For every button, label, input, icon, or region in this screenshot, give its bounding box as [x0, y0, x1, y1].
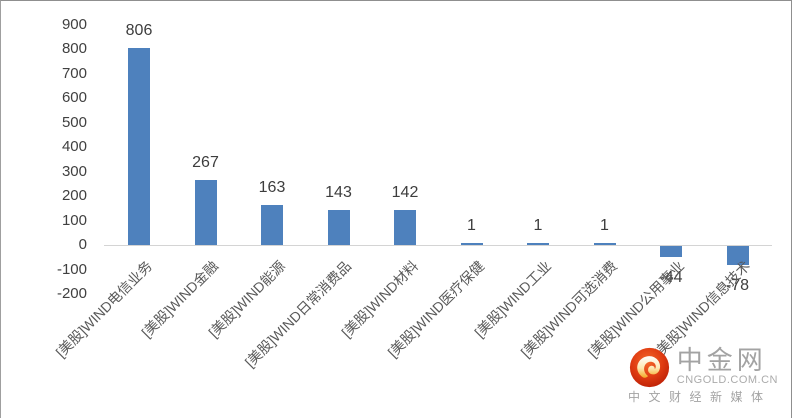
bar: [327, 209, 350, 245]
x-axis-line: [104, 245, 772, 246]
bar: [394, 210, 416, 245]
bar: [194, 179, 217, 245]
bar-data-label: 163: [258, 179, 286, 197]
bar-data-label: 1: [533, 217, 543, 234]
y-axis-tick-label: -100: [56, 260, 87, 278]
cngold-logo-icon: [629, 347, 669, 388]
y-axis-tick-label: 800: [61, 40, 87, 57]
y-axis-tick-label: 0: [78, 236, 87, 253]
bar: [593, 243, 616, 245]
y-axis-tick-label: 100: [61, 211, 87, 229]
bar: [527, 243, 549, 245]
bar-data-label: 1: [467, 217, 476, 234]
bar-data-label: 1: [600, 217, 609, 234]
bar-data-label: -78: [725, 277, 750, 295]
y-axis-tick-label: 400: [61, 138, 87, 155]
bar-data-label: 806: [125, 21, 153, 39]
y-axis-tick-label: 500: [61, 113, 87, 131]
bar: [460, 243, 483, 245]
y-axis-tick-label: 600: [61, 89, 87, 106]
bar: [261, 205, 283, 245]
y-axis-tick-label: -200: [56, 285, 87, 302]
bar-data-label: 143: [325, 183, 352, 201]
brand-domain: CNGOLD.COM.CN: [676, 374, 778, 386]
brand-name: 中金网: [676, 345, 767, 375]
bar-data-label: -44: [659, 268, 683, 286]
y-axis-tick-label: 700: [61, 64, 87, 82]
bar: [726, 246, 749, 266]
y-axis-tick-label: 900: [61, 15, 87, 33]
brand-tagline: 中文财经新媒体: [628, 390, 772, 404]
bar: [128, 47, 150, 245]
cngold-watermark: 中金网 CNGOLD.COM.CN 中文财经新媒体: [628, 347, 778, 404]
bar: [660, 246, 682, 257]
y-axis-tick-label: 300: [61, 162, 87, 180]
bar-data-label: 267: [192, 153, 219, 171]
bar-data-label: 142: [391, 184, 419, 202]
y-axis-tick-label: 200: [61, 187, 87, 204]
